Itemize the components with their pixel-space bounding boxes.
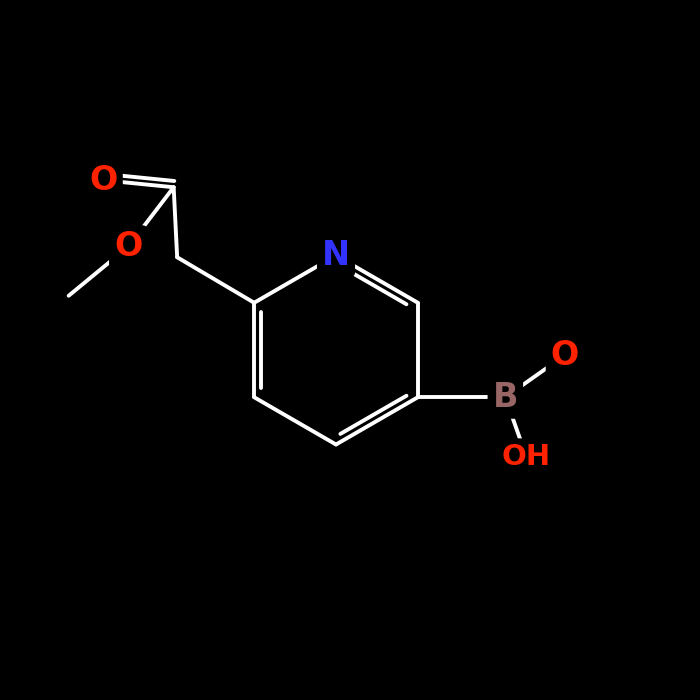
Text: O: O xyxy=(90,164,118,197)
Text: N: N xyxy=(322,239,350,272)
Text: O: O xyxy=(114,230,142,263)
Text: B: B xyxy=(493,381,518,414)
Text: O: O xyxy=(551,339,579,372)
Text: OH: OH xyxy=(502,443,551,470)
